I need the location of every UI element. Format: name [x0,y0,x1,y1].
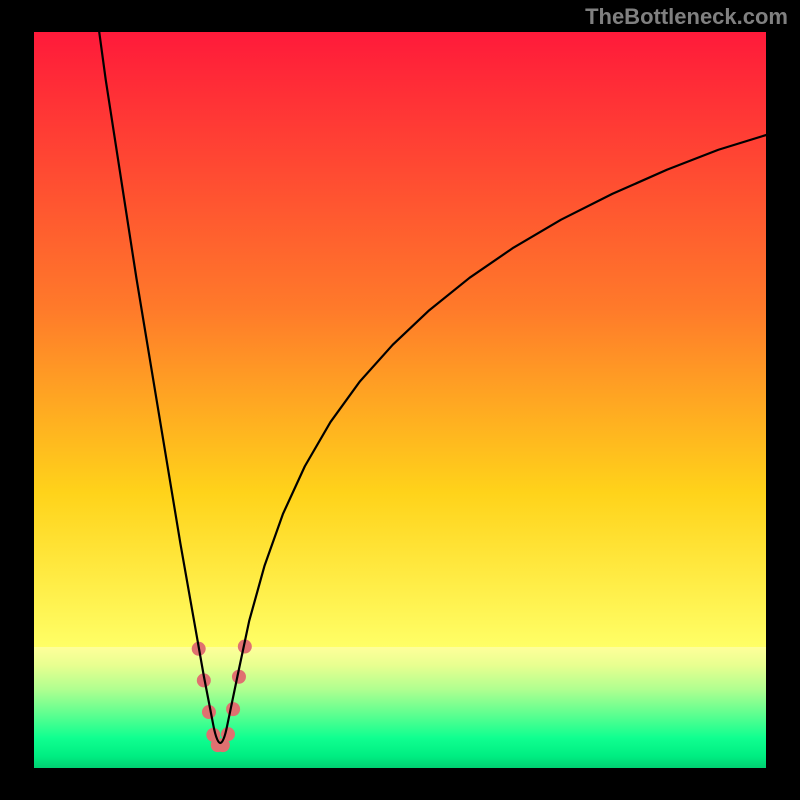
watermark: TheBottleneck.com [585,4,788,30]
marker-point [226,702,240,716]
curve-path [96,32,766,743]
plot-area [34,32,766,768]
chart-svg [34,32,766,768]
